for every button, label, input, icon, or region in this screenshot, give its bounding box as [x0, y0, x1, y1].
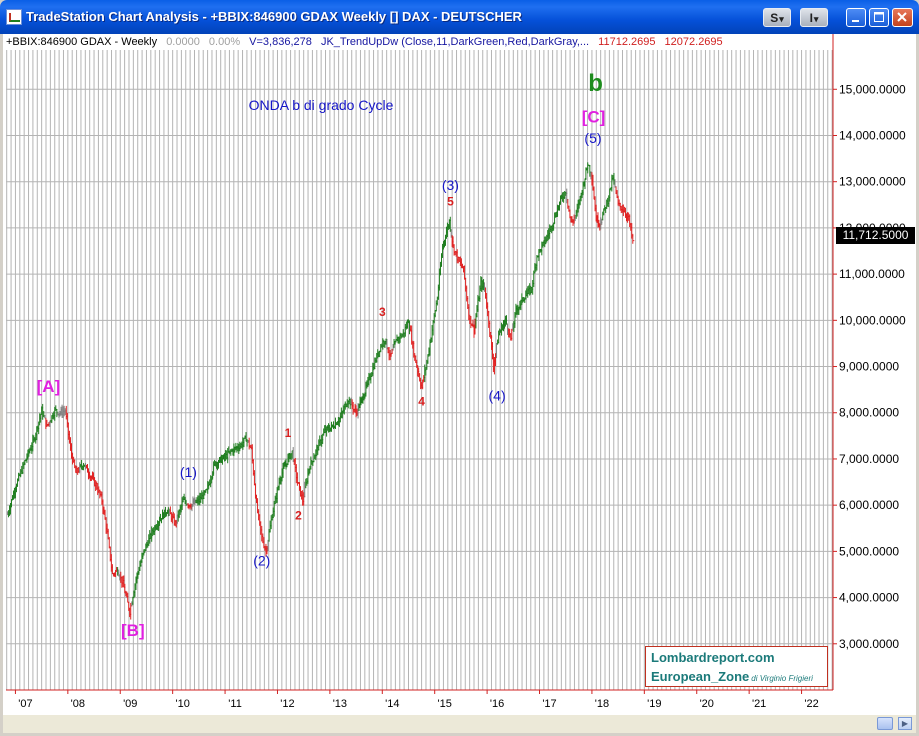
wave-label: [A] [37, 377, 61, 396]
last-price-marker: 11,712.5000 [836, 227, 915, 244]
credit-box: Lombardreport.com European_Zone di Virgin… [645, 646, 828, 687]
credit-zone-label: European_Zone [651, 669, 750, 684]
x-tick-label: '22 [804, 698, 818, 710]
wave-label: 1 [285, 426, 292, 440]
x-tick-label: '16 [490, 698, 504, 710]
y-tick-label: 5,000.0000 [839, 544, 899, 558]
wave-label: [B] [121, 621, 145, 640]
maximize-button[interactable] [869, 8, 889, 27]
i-label: I [809, 11, 813, 25]
i-dropdown-arrow-icon: ▾ [813, 14, 819, 24]
i-dropdown-button[interactable]: I▾ [800, 8, 828, 27]
indicator-label: JK_TrendUpDw (Close,11,DarkGreen,Red,Dar… [320, 36, 590, 48]
close-icon [897, 12, 907, 22]
chart-info-line: +BBIX:846900 GDAX - Weekly 0.0000 0.00% … [6, 36, 729, 48]
wave-label: 2 [295, 508, 302, 522]
minimize-icon [852, 20, 859, 22]
x-tick-label: '21 [752, 698, 766, 710]
volume-value: V=3,836,278 [249, 36, 312, 48]
symbol-label: +BBIX:846900 GDAX - Weekly [6, 36, 158, 48]
wave-label: (2) [253, 553, 270, 569]
chart-window: +BBIX:846900 GDAX - Weekly 0.0000 0.00% … [3, 34, 916, 733]
y-tick-label: 4,000.0000 [839, 591, 899, 605]
wave-label: (1) [180, 464, 197, 480]
y-tick-label: 9,000.0000 [839, 360, 899, 374]
y-tick-label: 6,000.0000 [839, 498, 899, 512]
tradestation-app-icon [6, 9, 22, 25]
close-button[interactable] [892, 8, 913, 27]
s-dropdown-arrow-icon: ▾ [779, 14, 784, 24]
price-chart[interactable]: 3,000.0000 4,000.0000 5,000.0000 6,000.0000… [3, 34, 916, 715]
x-tick-label: '14 [385, 698, 399, 710]
y-tick-label: 8,000.0000 [839, 406, 899, 420]
x-tick-label: '15 [438, 698, 452, 710]
maximize-icon [874, 12, 884, 22]
wave-label: [C] [582, 107, 606, 126]
window-title: TradeStation Chart Analysis - +BBIX:8469… [26, 9, 522, 24]
y-tick-label: 13,000.0000 [839, 175, 906, 189]
x-tick-label: '10 [175, 698, 189, 710]
indicator-value-1: 11712.2695 [598, 36, 656, 48]
x-tick-label: '18 [595, 698, 609, 710]
change-pct-value: 0.00% [208, 36, 241, 48]
wave-label: b [588, 70, 603, 97]
s-label: S [770, 11, 779, 25]
credit-author: di Virginio Frigieri [751, 674, 813, 683]
horizontal-scrollbar[interactable]: ▶ [3, 715, 916, 733]
y-tick-label: 11,000.0000 [839, 267, 905, 281]
y-tick-label: 14,000.0000 [839, 128, 906, 142]
credit-zone: European_Zone di Virginio Frigieri [651, 669, 813, 684]
wave-label: (3) [442, 177, 459, 193]
change-value: 0.0000 [166, 36, 200, 48]
x-tick-label: '20 [700, 698, 714, 710]
wave-label: (4) [489, 388, 506, 404]
credit-site: Lombardreport.com [651, 650, 775, 665]
x-tick-label: '09 [123, 698, 137, 710]
y-tick-label: 15,000.0000 [839, 82, 906, 96]
x-tick-label: '12 [280, 698, 294, 710]
title-bar: TradeStation Chart Analysis - +BBIX:8469… [0, 0, 919, 34]
scroll-right-arrow-icon[interactable]: ▶ [898, 717, 912, 730]
wave-label: 3 [379, 305, 386, 319]
wave-label: 4 [418, 395, 425, 409]
wave-label: (5) [584, 130, 601, 146]
y-tick-label: 7,000.0000 [839, 452, 899, 466]
x-tick-label: '08 [71, 698, 85, 710]
s-dropdown-button[interactable]: S▾ [763, 8, 791, 27]
wave-label: 5 [447, 195, 454, 209]
indicator-value-2: 12072.2695 [664, 36, 723, 48]
x-tick-label: '11 [228, 698, 242, 710]
onda-annotation-title: ONDA b di grado Cycle [248, 97, 394, 113]
x-tick-label: '13 [333, 698, 347, 710]
x-tick-label: '07 [18, 698, 32, 710]
y-tick-label: 3,000.0000 [839, 637, 899, 651]
x-tick-label: '19 [647, 698, 661, 710]
y-tick-label: 10,000.0000 [839, 313, 906, 327]
scrollbar-thumb[interactable] [877, 717, 893, 730]
minimize-button[interactable] [846, 8, 866, 27]
x-tick-label: '17 [542, 698, 556, 710]
